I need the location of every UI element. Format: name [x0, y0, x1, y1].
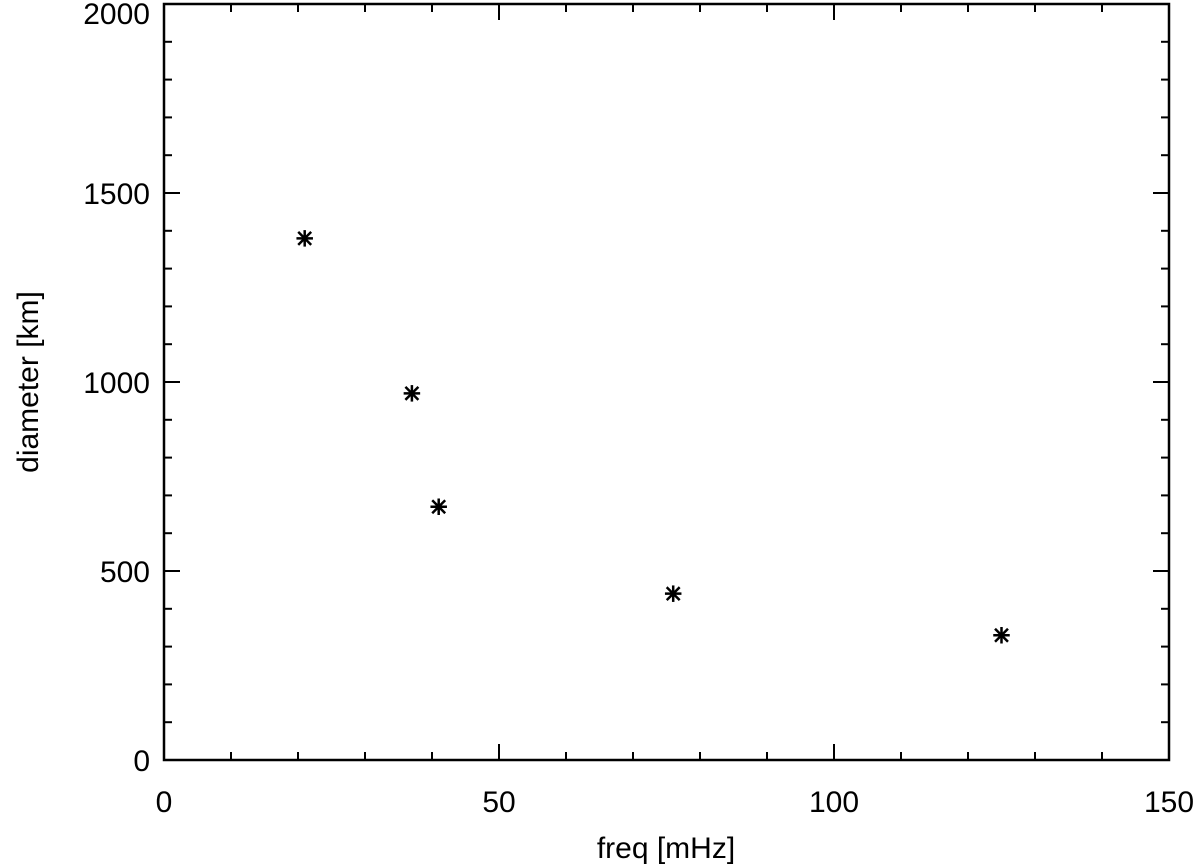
y-tick-labels: 0 500 1000 1500 2000 [83, 0, 150, 778]
data-point [403, 385, 421, 402]
y-tick-label: 1000 [83, 367, 150, 400]
x-tick-labels: 0 50 100 150 [156, 786, 1194, 819]
y-axis-title: diameter [km] [12, 291, 45, 473]
x-tick-label: 50 [482, 786, 515, 819]
data-point [993, 627, 1010, 644]
x-axis-title: freq [mHz] [597, 832, 735, 865]
y-tick-label: 1500 [83, 178, 150, 211]
y-tick-label: 2000 [83, 0, 150, 31]
data-points [296, 230, 1010, 644]
axis-ticks [163, 3, 1170, 761]
x-tick-label: 150 [1144, 786, 1194, 819]
y-tick-label: 0 [133, 745, 150, 778]
data-point [296, 230, 313, 247]
data-point [664, 585, 682, 602]
x-tick-label: 0 [156, 786, 173, 819]
x-tick-label: 100 [809, 786, 859, 819]
y-tick-label: 500 [100, 556, 150, 589]
plot-frame [162, 2, 1171, 762]
data-point [430, 498, 447, 515]
